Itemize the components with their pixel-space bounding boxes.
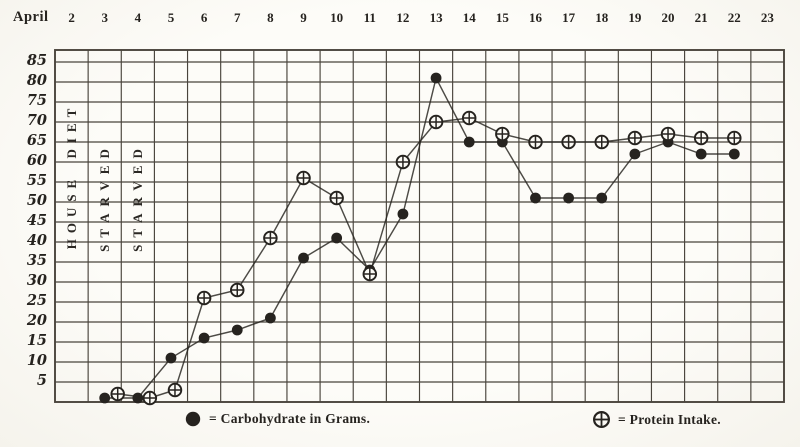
date-label: 23 <box>760 10 774 25</box>
date-label: 21 <box>694 10 708 25</box>
y-tick-label: 10 <box>26 352 47 369</box>
y-tick-label: 35 <box>26 252 47 269</box>
protein-point <box>495 126 510 142</box>
date-label: 13 <box>429 10 443 25</box>
protein-point <box>727 130 742 146</box>
date-label: 10 <box>330 10 344 25</box>
carbohydrate-point <box>629 148 641 160</box>
date-label: 5 <box>167 10 175 25</box>
legend-item-protein: = Protein Intake. <box>592 410 721 429</box>
y-tick-label: 60 <box>26 152 47 169</box>
date-label: 12 <box>396 10 410 25</box>
date-label: 3 <box>101 10 108 25</box>
date-label: 15 <box>495 10 509 25</box>
legend-item-carbohydrate: = Carbohydrate in Grams. <box>184 410 370 428</box>
protein-point <box>461 110 477 126</box>
date-label: 18 <box>595 10 609 25</box>
y-tick-label: 65 <box>26 132 47 149</box>
carbohydrate-point <box>298 252 309 264</box>
date-label: 17 <box>562 10 576 25</box>
protein-point <box>229 282 245 298</box>
y-tick-label: 15 <box>26 332 47 349</box>
protein-point <box>167 382 183 398</box>
y-tick-label: 85 <box>26 52 47 69</box>
carbohydrate-point <box>99 392 111 404</box>
annotation-starved-april3: STARVED <box>97 142 112 252</box>
protein-point <box>263 230 278 246</box>
grid-lines <box>55 50 784 402</box>
protein-point <box>296 170 311 186</box>
y-tick-label: 20 <box>26 312 47 329</box>
filled-circle-icon <box>185 411 201 427</box>
date-label: 16 <box>528 10 542 25</box>
protein-point <box>110 386 125 402</box>
carbohydrate-point <box>596 192 608 204</box>
date-label: 11 <box>363 10 376 25</box>
date-label: 8 <box>267 10 274 25</box>
date-label: 9 <box>300 10 307 25</box>
carbohydrate-point <box>728 148 740 160</box>
protein-point <box>660 126 676 142</box>
month-label: April <box>13 9 49 25</box>
date-label: 7 <box>234 10 241 25</box>
legend-protein-label: = Protein Intake. <box>618 411 721 427</box>
protein-point <box>395 154 411 170</box>
date-label: 6 <box>200 10 208 25</box>
legend-carbohydrate-label: = Carbohydrate in Grams. <box>209 411 371 426</box>
carbohydrate-point <box>397 208 409 220</box>
crossed-circle-icon <box>592 410 611 429</box>
carbohydrate-point <box>231 324 243 336</box>
series-protein <box>110 110 742 406</box>
annotation-starved-april4: STARVED <box>130 142 145 252</box>
y-tick-label: 25 <box>26 292 47 309</box>
protein-point <box>627 130 643 146</box>
date-label: 22 <box>727 10 741 25</box>
date-label: 19 <box>628 10 642 25</box>
carbohydrate-point <box>430 72 442 84</box>
date-label: 2 <box>68 10 75 25</box>
y-tick-label: 55 <box>26 172 47 189</box>
series-carbohydrate <box>99 72 740 404</box>
date-label: 4 <box>134 10 142 25</box>
protein-point <box>142 390 158 406</box>
carbohydrate-point <box>264 312 276 324</box>
carbohydrate-point <box>463 136 475 148</box>
plot-border <box>54 49 785 403</box>
annotation-house-diet: HOUSE DIET <box>64 102 79 250</box>
carbohydrate-point <box>331 232 343 244</box>
y-tick-label: 50 <box>26 192 47 209</box>
protein-point <box>362 266 378 282</box>
protein-point <box>594 134 610 150</box>
y-tick-label: 5 <box>36 372 47 389</box>
carbohydrate-point <box>198 332 210 344</box>
carbohydrate-point <box>563 192 575 204</box>
carbohydrate-point <box>165 352 177 364</box>
y-tick-label: 40 <box>26 232 47 249</box>
carbohydrate-point <box>530 192 541 204</box>
y-tick-label: 70 <box>26 112 47 129</box>
date-label: 20 <box>661 10 675 25</box>
carbohydrate-point <box>695 148 707 160</box>
date-label: 14 <box>462 10 476 25</box>
protein-point <box>693 130 709 146</box>
protein-point <box>196 290 212 306</box>
carbohydrate-point <box>132 392 144 404</box>
y-tick-label: 80 <box>26 72 47 89</box>
y-tick-label: 30 <box>26 272 47 289</box>
y-tick-label: 75 <box>26 92 47 109</box>
y-tick-label: 45 <box>26 212 47 229</box>
protein-point <box>561 134 576 150</box>
protein-point <box>528 134 543 150</box>
protein-point <box>428 114 444 130</box>
protein-point <box>329 190 344 206</box>
